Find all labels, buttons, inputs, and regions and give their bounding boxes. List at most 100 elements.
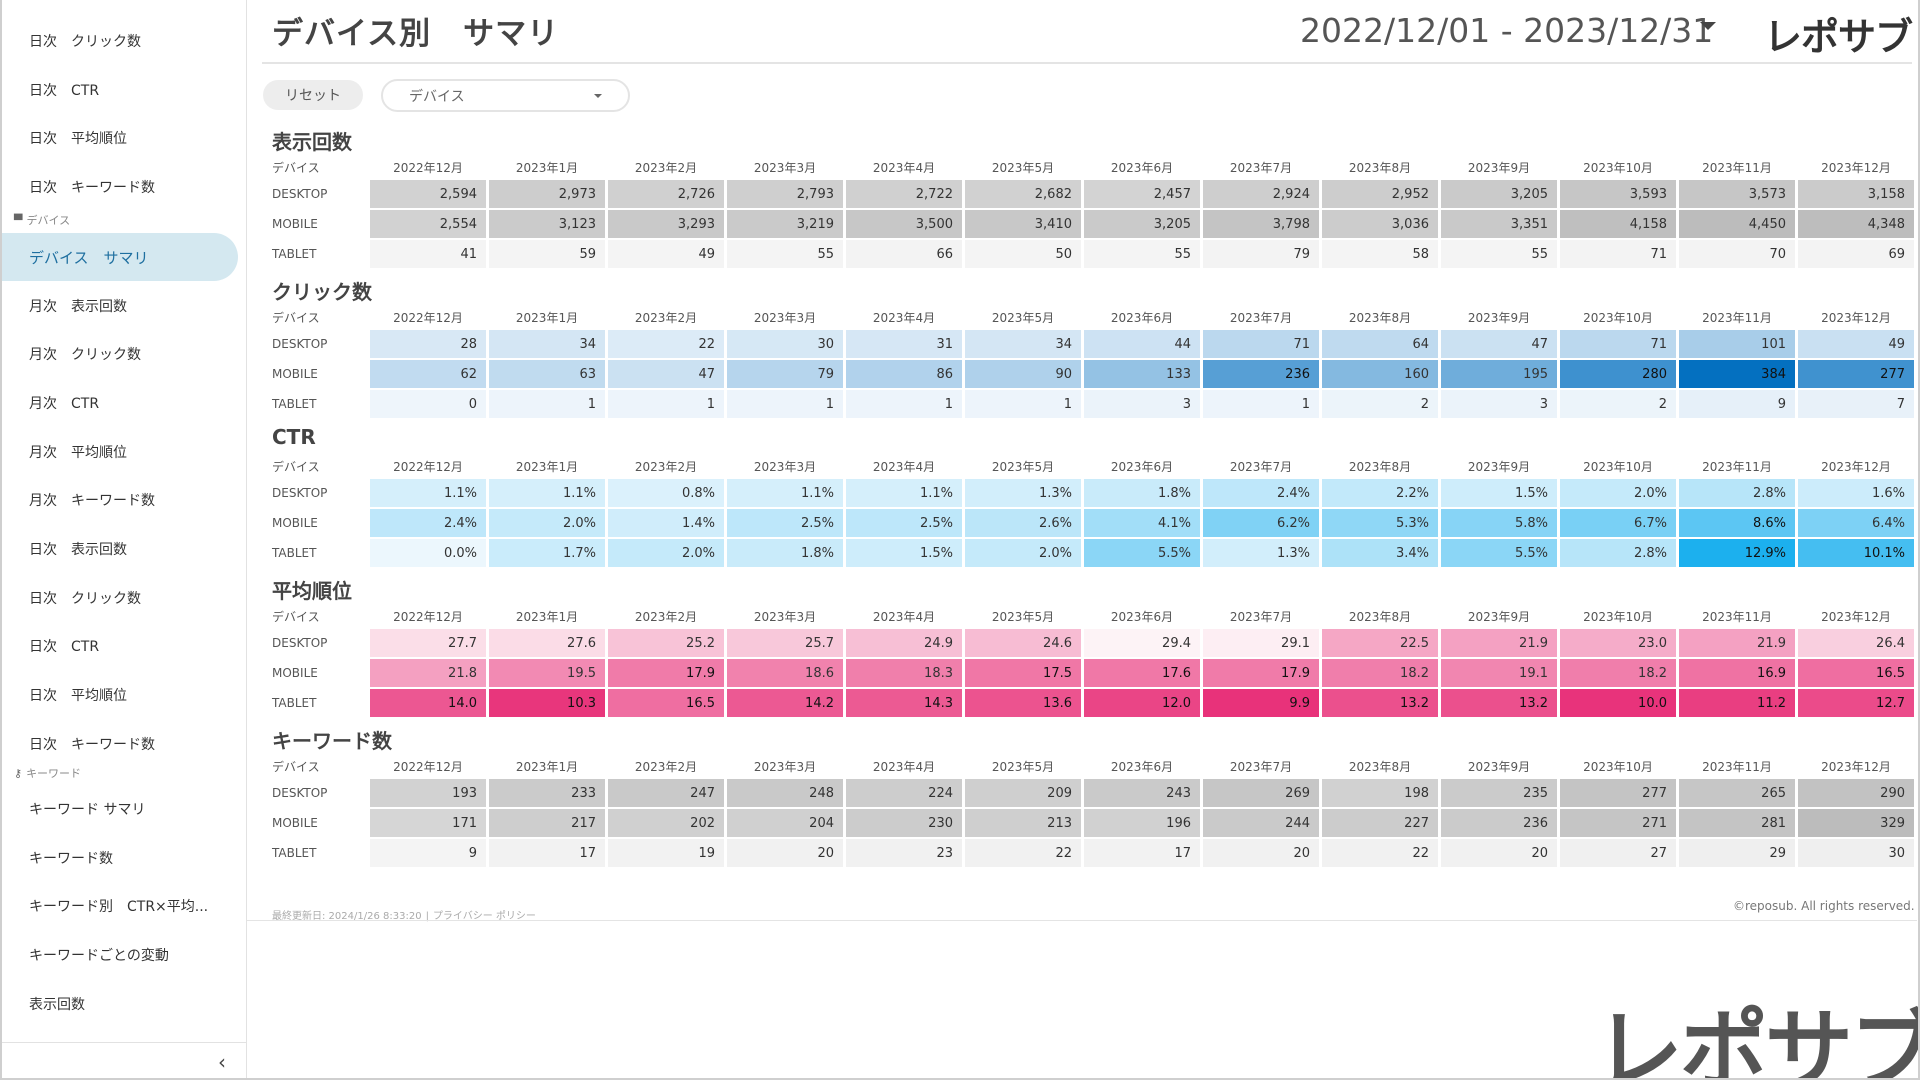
sidebar-item[interactable]: 月次 表示回数 [0,282,238,330]
sidebar-item[interactable]: 日次 クリック数 [0,17,238,65]
column-header: 2023年7月 [1229,759,1293,774]
sidebar-item[interactable]: 日次 キーワード数 [0,720,238,768]
row-header-label: デバイス [272,609,320,624]
table-cell: 133 [1084,360,1200,388]
table-cell: 17.9 [608,659,724,687]
device-label: TABLET [272,696,317,710]
column-header: 2023年11月 [1702,759,1772,774]
table-cell: 19.1 [1441,659,1557,687]
date-range-picker[interactable]: 2022/12/01 - 2023/12/31 [1300,10,1714,50]
sidebar-section: ▀ デバイス [14,212,70,228]
privacy-policy-link[interactable]: プライバシー ポリシー [432,911,536,922]
column-header: 2023年9月 [1467,310,1531,325]
table-cell: 29 [1679,839,1795,867]
table-cell: 18.2 [1560,659,1676,687]
monitor-icon: ▀ [14,213,23,227]
device-label: MOBILE [272,516,318,530]
sidebar-item[interactable]: 日次 CTR [0,66,238,114]
table-cell: 3.4% [1322,539,1438,567]
table-cell: 1.8% [1084,479,1200,507]
table-cell: 2,952 [1322,180,1438,208]
table-cell: 2.8% [1679,479,1795,507]
table-cell: 202 [608,809,724,837]
sidebar-item[interactable]: 日次 キーワード数 [0,163,238,211]
table-cell: 2,594 [370,180,486,208]
sidebar-item[interactable]: キーワード数 [0,834,238,882]
sidebar-item[interactable]: 月次 平均順位 [0,428,238,476]
sidebar-item[interactable]: 日次 表示回数 [0,525,238,573]
column-header: 2023年12月 [1821,310,1891,325]
table-cell: 10.1% [1798,539,1914,567]
column-header: 2023年4月 [872,759,936,774]
column-header: 2023年7月 [1229,310,1293,325]
table-cell: 3,158 [1798,180,1914,208]
table-cell: 6.2% [1203,509,1319,537]
table-cell: 10.0 [1560,689,1676,717]
table-cell: 47 [1441,330,1557,358]
sidebar-item[interactable]: キーワード サマリ [0,785,238,833]
table-cell: 71 [1560,330,1676,358]
sidebar-item[interactable]: 日次 CTR [0,622,238,670]
device-label: MOBILE [272,217,318,231]
table-cell: 70 [1679,240,1795,268]
device-label: DESKTOP [272,187,328,201]
watermark-logo: レポサブ [1595,999,1920,1080]
table-cell: 160 [1322,360,1438,388]
column-header: 2023年11月 [1702,609,1772,624]
table-cell: 248 [727,779,843,807]
sidebar-item[interactable]: 日次 平均順位 [0,114,238,162]
collapse-sidebar-button[interactable]: ‹ [0,1042,246,1080]
table-cell: 236 [1441,809,1557,837]
sidebar-item[interactable]: 表示回数 [0,980,238,1028]
table-cell: 0 [370,390,486,418]
table-cell: 1.3% [965,479,1081,507]
table-cell: 227 [1322,809,1438,837]
table-cell: 5.8% [1441,509,1557,537]
sidebar-item[interactable]: 月次 キーワード数 [0,476,238,524]
sidebar-item-label: 月次 平均順位 [29,445,127,461]
table-cell: 63 [489,360,605,388]
sidebar-item[interactable]: 月次 クリック数 [0,330,238,378]
metric-table: キーワード数 デバイス 2022年12月 2023年1月 2023年2月 2023年3月 2… [270,725,1914,875]
table-cell: 3,573 [1679,180,1795,208]
table-cell: 14.3 [846,689,962,717]
sidebar-item[interactable]: 日次 クリック数 [0,574,238,622]
column-header: 2023年12月 [1821,459,1891,474]
metric-table: 表示回数 デバイス 2022年12月 2023年1月 2023年2月 2023年3月 202… [270,126,1914,276]
table-cell: 6.4% [1798,509,1914,537]
table-cell: 22.5 [1322,629,1438,657]
column-header: 2023年2月 [634,160,698,175]
table-cell: 236 [1203,360,1319,388]
table-cell: 2.0% [489,509,605,537]
table-cell: 1.1% [370,479,486,507]
table-cell: 13.6 [965,689,1081,717]
table-cell: 3,500 [846,210,962,238]
table-cell: 235 [1441,779,1557,807]
column-header: 2023年10月 [1583,160,1653,175]
sidebar-item[interactable]: 日次 平均順位 [0,671,238,719]
section-title: 表示回数 [272,130,352,154]
column-header: 2022年12月 [393,310,463,325]
chevron-down-icon[interactable] [1700,22,1716,30]
column-header: 2023年12月 [1821,759,1891,774]
device-filter-select[interactable]: デバイス [381,79,630,112]
table-cell: 58 [1322,240,1438,268]
table-cell: 69 [1798,240,1914,268]
table-cell: 329 [1798,809,1914,837]
sidebar-item[interactable]: 月次 CTR [0,379,238,427]
table-cell: 19 [608,839,724,867]
table-cell: 1.7% [489,539,605,567]
table-cell: 2 [1322,390,1438,418]
sidebar-item[interactable]: デバイス サマリ [0,233,238,281]
column-header: 2023年7月 [1229,609,1293,624]
reset-button[interactable]: リセット [263,80,363,110]
sidebar-item[interactable]: キーワードごとの変動 [0,931,238,979]
column-header: 2023年3月 [753,310,817,325]
page-title: デバイス別 サマリ [272,16,560,52]
table-cell: 3 [1441,390,1557,418]
table-cell: 3,798 [1203,210,1319,238]
table-cell: 29.1 [1203,629,1319,657]
sidebar-item[interactable]: キーワード別 CTR×平均... [0,882,238,930]
table-cell: 66 [846,240,962,268]
brand-logo: レポサブ [1764,15,1913,59]
